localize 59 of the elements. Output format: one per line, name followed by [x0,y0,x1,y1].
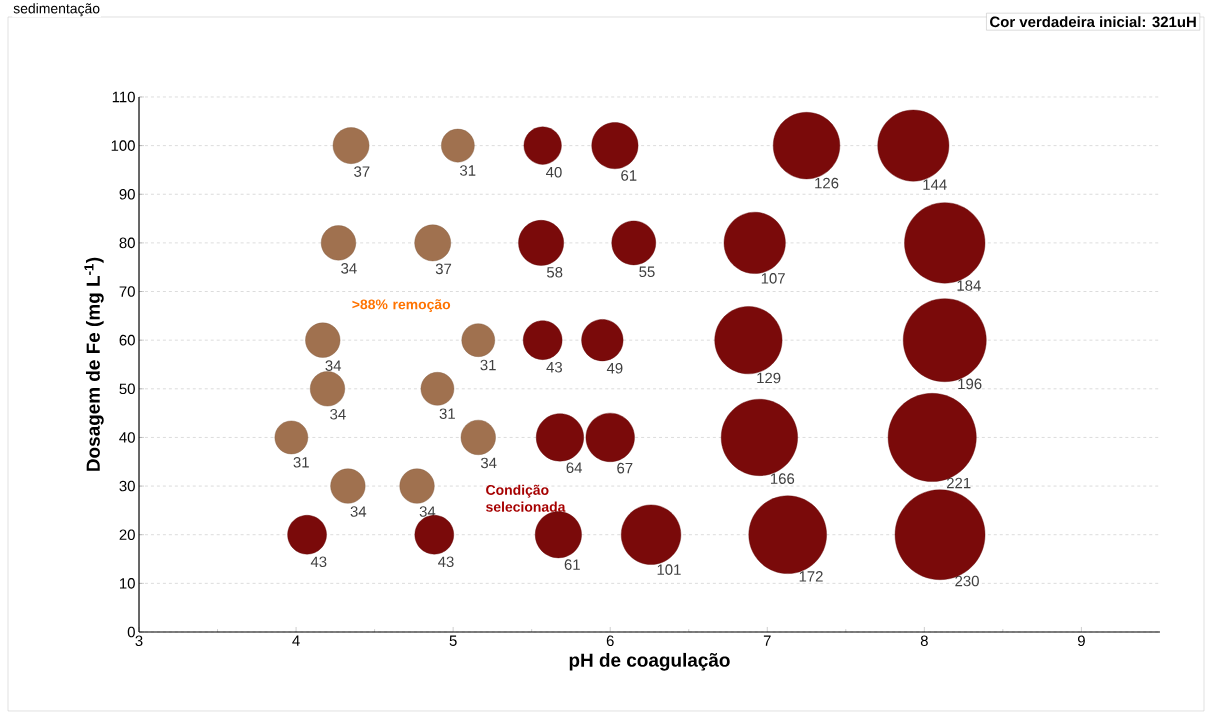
data-label: 34 [480,457,497,469]
data-label: 34 [341,263,357,274]
data-label: 31 [460,165,476,176]
data-label: 230 [955,575,979,587]
data-label: 43 [438,556,454,568]
data-label: 34 [325,360,342,371]
data-label: 126 [815,177,839,189]
annotation: >88% remoção [352,299,451,313]
data-label: 43 [310,556,327,568]
y-tick-label: 80 [119,237,135,249]
data-label: 58 [546,266,563,278]
data-label: 166 [770,473,795,484]
x-tick-label: 8 [920,635,928,647]
x-tick-label: 5 [449,635,457,646]
y-tick-label: 30 [119,480,135,492]
data-label: 196 [958,378,982,390]
data-label: 55 [639,266,655,278]
x-axis-title: pH de coagulação [569,652,730,671]
data-label: 49 [606,362,623,374]
y-tick-label: 60 [119,334,135,346]
x-tick-label: 3 [135,635,143,647]
y-axis-title: Dosagem de Fe (mg L$^{-1}$) [84,257,104,471]
data-label: 34 [350,506,367,517]
data-label: 37 [435,263,452,275]
data-label: 31 [439,408,455,419]
annotation: Condição selecionada [486,484,566,512]
x-tick-label: 6 [606,635,614,647]
data-label: 34 [419,506,436,517]
x-tick-label: 7 [763,635,771,646]
data-label: 172 [799,571,823,582]
data-label: 31 [480,359,496,371]
y-tick-label: 50 [119,383,135,395]
y-tick-label: 90 [119,188,135,200]
data-label: 43 [546,361,563,373]
y-tick-label: 0 [127,626,135,638]
y-tick-label: 110 [112,91,135,103]
data-label: 40 [546,166,562,178]
text: sedimentação [13,3,100,17]
data-label: 221 [946,477,971,489]
data-label: 31 [293,457,309,468]
x-tick-label: 9 [1077,635,1085,647]
chart-title: Cor verdadeira inicial: 321uH [990,16,1196,28]
data-label: 107 [761,273,785,284]
data-label: 64 [566,462,583,474]
y-tick-label: 20 [119,529,135,540]
data-label: 184 [957,280,981,291]
y-tick-label: 100 [111,140,135,151]
y-tick-label: 40 [119,432,135,443]
data-label: 37 [354,166,370,177]
data-label: 101 [657,564,681,575]
y-tick-label: 10 [120,578,135,589]
data-label: 144 [923,179,947,190]
data-label: 61 [564,559,580,570]
y-tick-label: 70 [119,286,135,297]
x-tick-label: 4 [292,635,300,646]
data-label: 34 [330,409,346,420]
data-label: 67 [617,462,633,474]
data-label: 129 [757,372,781,384]
data-label: 61 [621,170,637,181]
